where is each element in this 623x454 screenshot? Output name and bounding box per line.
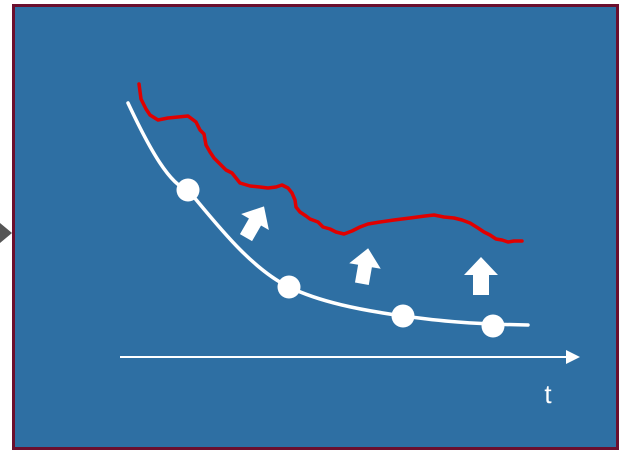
baseline-curve <box>126 101 530 327</box>
curve-marker <box>481 314 505 338</box>
up-arrow-icon <box>239 206 269 242</box>
curve-marker <box>277 275 301 299</box>
up-arrow-icon <box>464 257 498 295</box>
x-axis-label: t <box>544 379 552 409</box>
observed-curve <box>137 82 524 244</box>
x-axis-arrowhead <box>566 350 580 364</box>
incoming-arrow-icon <box>0 223 12 243</box>
curve-marker <box>176 178 200 202</box>
arrow-group <box>239 206 498 295</box>
marker-group <box>176 178 505 338</box>
curve-marker <box>391 304 415 328</box>
up-arrow-icon <box>349 248 381 285</box>
diagram-panel <box>12 4 619 450</box>
